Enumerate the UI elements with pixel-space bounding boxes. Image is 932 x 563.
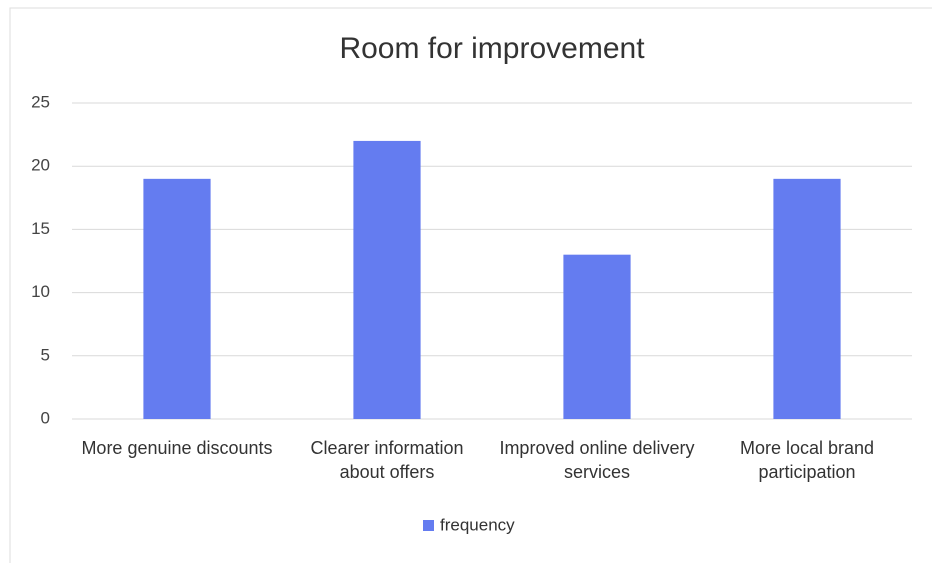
bar bbox=[353, 140, 421, 420]
bar bbox=[563, 254, 631, 419]
y-tick-label: 5 bbox=[41, 345, 50, 364]
x-tick-label: More local brand participation bbox=[739, 438, 875, 482]
bar bbox=[143, 178, 211, 419]
legend-label: frequency bbox=[440, 515, 515, 534]
x-tick-label: Improved online delivery services bbox=[499, 438, 695, 482]
y-tick-label: 20 bbox=[31, 156, 50, 175]
chart-title: Room for improvement bbox=[339, 32, 645, 65]
y-tick-label: 0 bbox=[41, 408, 50, 427]
bar bbox=[773, 178, 841, 419]
y-tick-label: 25 bbox=[31, 92, 50, 111]
x-tick-label: Clearer information about offers bbox=[310, 438, 464, 482]
legend-swatch bbox=[423, 520, 434, 531]
y-tick-label: 15 bbox=[31, 219, 50, 238]
x-tick-label: More genuine discounts bbox=[81, 438, 273, 458]
y-tick-label: 10 bbox=[31, 282, 50, 301]
